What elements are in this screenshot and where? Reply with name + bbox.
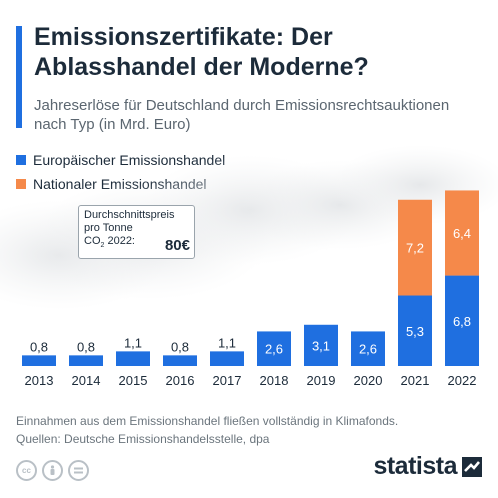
footer: Einnahmen aus dem Emissionshandel fließe… [16,412,398,448]
data-label-eu-2019: 3,1 [312,338,330,353]
data-label-eu-2013: 0,8 [30,339,48,354]
x-tick-label-2017: 2017 [213,373,242,388]
avg-price-annotation: Durchschnittspreis pro Tonne CO2 2022: 8… [78,205,195,259]
footer-note: Einnahmen aus dem Emissionshandel fließe… [16,414,399,428]
x-tick-label-2018: 2018 [260,373,289,388]
legend-label-eu: Europäischer Emissionshandel [33,152,226,168]
bar-national-2021 [398,199,432,296]
title-accent-bar [16,26,22,128]
x-tick-label-2013: 2013 [25,373,54,388]
statista-logo-mark-icon [462,456,482,477]
avg-price-label-line1: Durchschnittspreis [84,209,175,221]
data-label-eu-2020: 2,6 [359,342,377,357]
bar-eu-2021 [398,295,432,366]
bar-eu-2016 [163,355,197,366]
statista-logo-text: statista [373,452,457,480]
legend-item-eu: Europäischer Emissionshandel [16,150,225,170]
data-label-eu-2015: 1,1 [124,335,142,350]
avg-price-label-year: 2022: [104,235,135,247]
data-label-eu-2017: 1,1 [218,335,236,350]
data-label-eu-2021: 5,3 [406,324,424,339]
avg-price-label-co: CO [84,235,101,247]
statista-logo[interactable]: statista [373,452,482,481]
bar-eu-2017 [210,351,244,366]
x-tick-label-2021: 2021 [401,373,430,388]
bar-eu-2013 [22,355,56,366]
avg-price-label-sub: 2 [100,242,105,250]
x-tick-label-2014: 2014 [72,373,101,388]
bar-eu-2015 [116,351,150,366]
x-tick-label-2016: 2016 [166,373,195,388]
page-title: Emissionszertifikate: Der Ablasshandel d… [34,23,369,81]
bar-eu-2019 [304,324,338,366]
page-subtitle: Jahreserlöse für Deutschland durch Emiss… [34,97,450,133]
legend-swatch-eu [16,155,26,165]
bar-eu-2014 [69,355,103,366]
data-label-national-2022: 6,4 [453,226,471,241]
x-tick-label-2020: 2020 [354,373,383,388]
x-tick-label-2019: 2019 [307,373,336,388]
data-label-eu-2014: 0,8 [77,339,95,354]
bar-eu-2020 [351,331,385,366]
avg-price-value: 80€ [164,237,190,254]
data-label-eu-2022: 6,8 [453,314,471,329]
data-label-eu-2016: 0,8 [171,339,189,354]
avg-price-label: Durchschnittspreis pro Tonne CO2 2022: [84,209,175,252]
avg-price-label-line2: pro Tonne [84,222,133,234]
data-label-national-2021: 7,2 [406,241,424,256]
footer-source: Quellen: Deutsche Emissionshandelsstelle… [16,432,270,446]
data-label-eu-2018: 2,6 [265,342,283,357]
by-icon[interactable] [42,460,63,481]
x-tick-label-2015: 2015 [119,373,148,388]
bar-eu-2022 [445,275,479,366]
legend-swatch-national [16,179,26,189]
bar-national-2022 [445,190,479,276]
nd-icon[interactable] [68,460,89,481]
x-tick-label-2022: 2022 [448,373,477,388]
cc-icon[interactable]: cc [16,460,37,481]
bar-eu-2018 [257,331,291,366]
license-icons: cc [16,460,89,481]
